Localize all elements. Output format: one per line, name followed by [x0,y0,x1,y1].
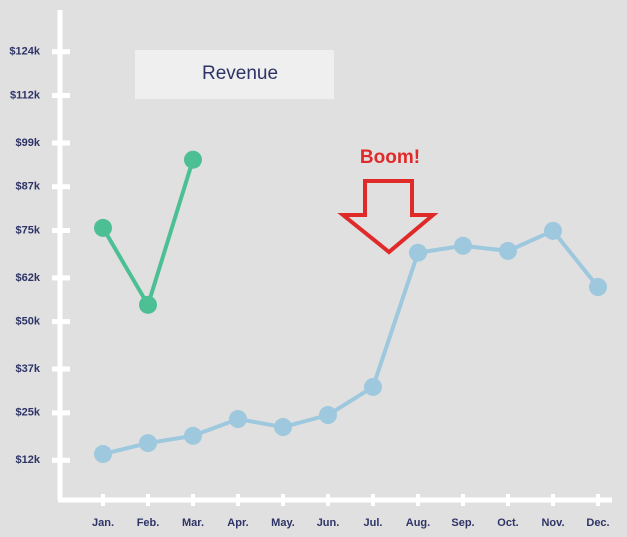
y-tick-label: $99k [16,137,41,149]
point [94,218,112,237]
x-tick-label: May. [271,517,295,529]
title-box [135,50,334,99]
x-tick-label: Aug. [406,517,430,529]
x-tick-label: Jul. [364,517,383,529]
point [409,243,427,262]
x-tick-label: Nov. [541,517,564,529]
point [364,377,382,396]
annotation: Boom! [360,147,420,168]
point [454,236,472,255]
y-tick-label: $50k [16,316,41,328]
x-tick-label: Apr. [227,517,248,529]
y-tick-label: $37k [16,363,41,375]
point [319,406,337,425]
y-tick-label: $62k [16,272,41,284]
annotation-arrow [337,179,439,255]
x-tick-label: Jan. [92,517,114,529]
point [184,150,202,169]
x-tick-label: Dec. [586,517,609,529]
y-tick-label: $112k [10,89,41,101]
point [274,418,292,437]
x-tick-label: Mar. [182,517,204,529]
point [139,434,157,453]
point [139,295,157,314]
chart-title: Revenue [202,63,278,84]
point [184,426,202,445]
y-tick-label: $25k [16,407,41,419]
point [499,241,517,260]
point [589,278,607,296]
x-tick-label: Feb. [137,517,160,529]
y-tick-label: $12k [16,454,41,466]
x-tick-label: Oct. [497,517,518,529]
point [94,445,112,464]
y-tick-label: $75k [16,224,41,236]
x-tick-label: Jun. [317,517,340,529]
point [229,410,247,429]
y-tick-label: $87k [16,181,41,193]
x-tick-label: Sep. [451,517,474,529]
point [544,221,562,240]
y-tick-label: $124k [9,46,40,58]
